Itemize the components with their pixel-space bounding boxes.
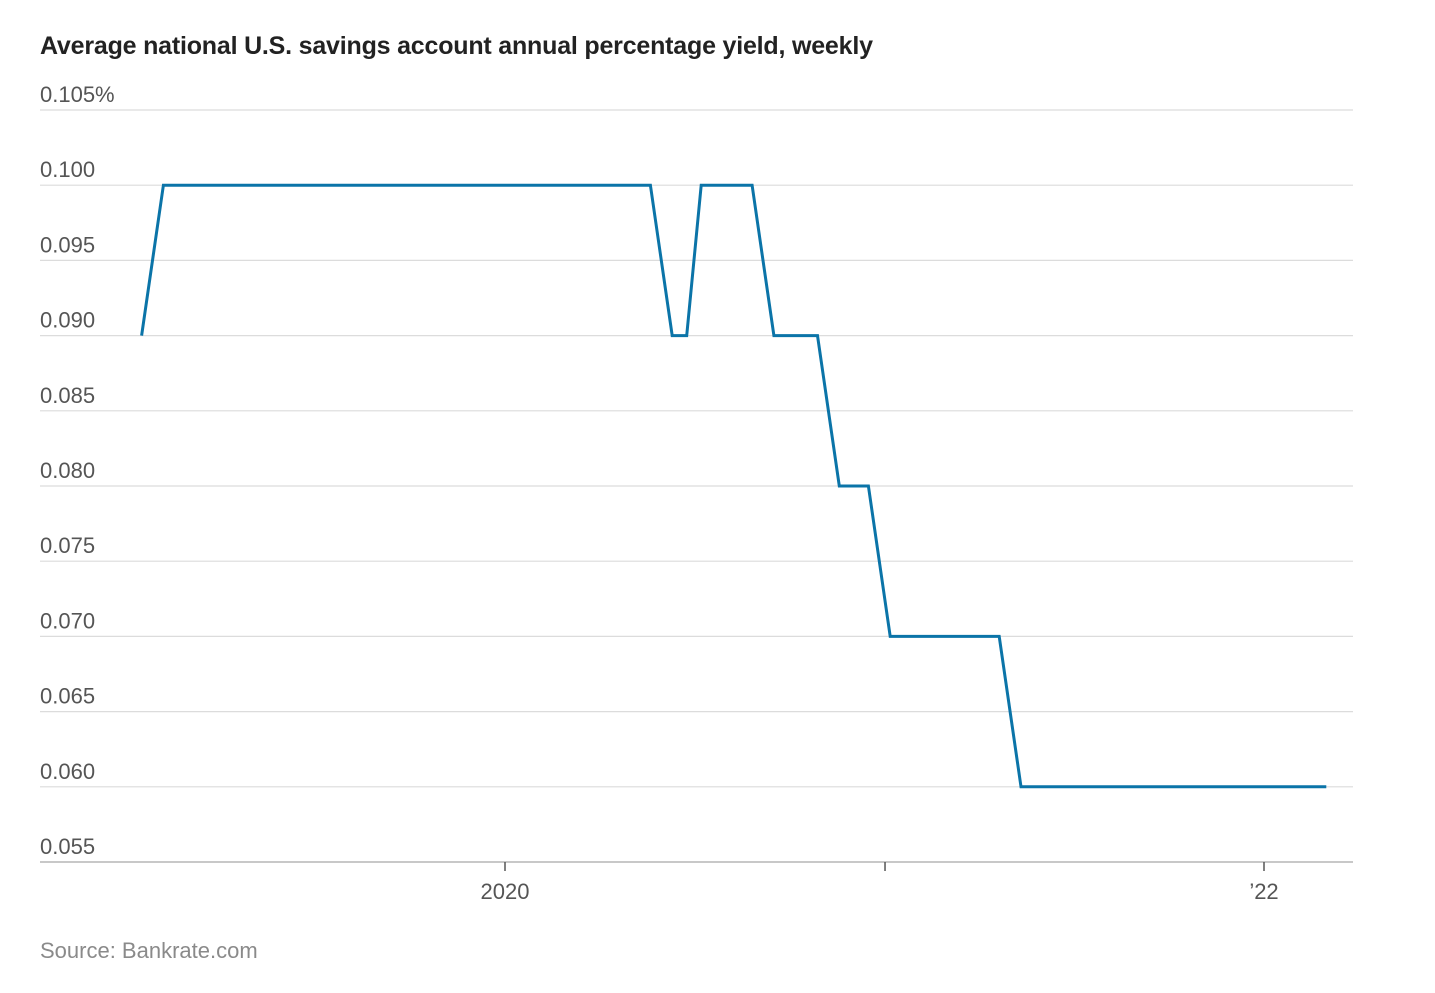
- y-tick-label: 0.090: [40, 308, 95, 333]
- series-line: [140, 183, 1327, 789]
- y-tick-label: 0.070: [40, 608, 95, 633]
- y-tick-label: 0.075: [40, 533, 95, 558]
- y-tick-label: 0.085: [40, 383, 95, 408]
- source-note: Source: Bankrate.com: [40, 938, 258, 963]
- y-tick-label: 0.105%: [40, 82, 115, 107]
- y-axis-tick-labels: 0.105% 0.100 0.095 0.090 0.085 0.080 0.075 0.07…: [40, 82, 115, 859]
- y-tick-label: 0.095: [40, 232, 95, 257]
- y-tick-label: 0.060: [40, 759, 95, 784]
- y-tick-label: 0.080: [40, 458, 95, 483]
- y-tick-label: 0.100: [40, 157, 95, 182]
- y-tick-label: 0.065: [40, 684, 95, 709]
- x-tick-label: 2020: [481, 879, 530, 904]
- y-tick-label: 0.055: [40, 834, 95, 859]
- chart-title: Average national U.S. savings account an…: [40, 32, 873, 60]
- x-axis: 2020 ’22: [481, 862, 1279, 904]
- series-layer: [140, 183, 1327, 789]
- x-tick-label: ’22: [1249, 879, 1278, 904]
